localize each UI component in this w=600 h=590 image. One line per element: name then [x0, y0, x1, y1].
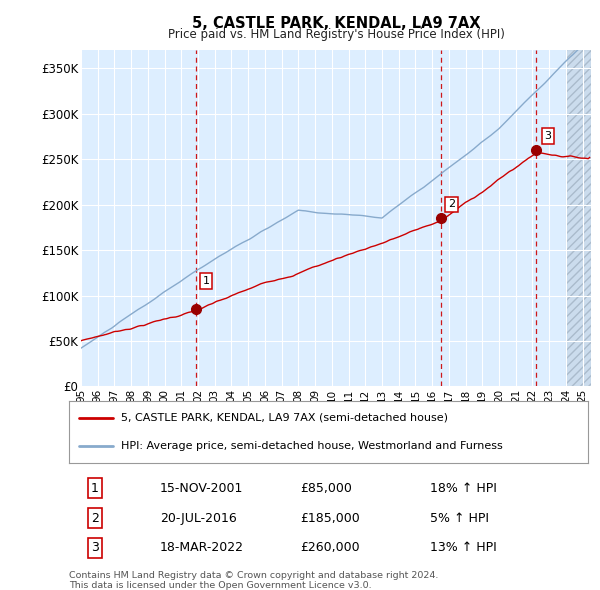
- Text: 18% ↑ HPI: 18% ↑ HPI: [430, 482, 497, 495]
- Text: £185,000: £185,000: [300, 512, 360, 525]
- Text: 3: 3: [91, 541, 99, 554]
- Text: 18-MAR-2022: 18-MAR-2022: [160, 541, 244, 554]
- Bar: [566, 50, 591, 386]
- Text: 1: 1: [203, 276, 209, 286]
- Text: 13% ↑ HPI: 13% ↑ HPI: [430, 541, 496, 554]
- Text: 2: 2: [91, 512, 99, 525]
- Text: 5, CASTLE PARK, KENDAL, LA9 7AX (semi-detached house): 5, CASTLE PARK, KENDAL, LA9 7AX (semi-de…: [121, 413, 448, 423]
- Text: Contains HM Land Registry data © Crown copyright and database right 2024.
This d: Contains HM Land Registry data © Crown c…: [69, 571, 439, 590]
- Text: Price paid vs. HM Land Registry's House Price Index (HPI): Price paid vs. HM Land Registry's House …: [167, 28, 505, 41]
- Text: 15-NOV-2001: 15-NOV-2001: [160, 482, 243, 495]
- Bar: [566, 50, 591, 386]
- Text: 1: 1: [91, 482, 99, 495]
- Text: 5% ↑ HPI: 5% ↑ HPI: [430, 512, 489, 525]
- Text: £260,000: £260,000: [300, 541, 359, 554]
- Text: 20-JUL-2016: 20-JUL-2016: [160, 512, 236, 525]
- Text: 3: 3: [544, 131, 551, 141]
- Text: 5, CASTLE PARK, KENDAL, LA9 7AX: 5, CASTLE PARK, KENDAL, LA9 7AX: [192, 16, 480, 31]
- Text: 2: 2: [448, 199, 455, 209]
- Text: HPI: Average price, semi-detached house, Westmorland and Furness: HPI: Average price, semi-detached house,…: [121, 441, 503, 451]
- Text: £85,000: £85,000: [300, 482, 352, 495]
